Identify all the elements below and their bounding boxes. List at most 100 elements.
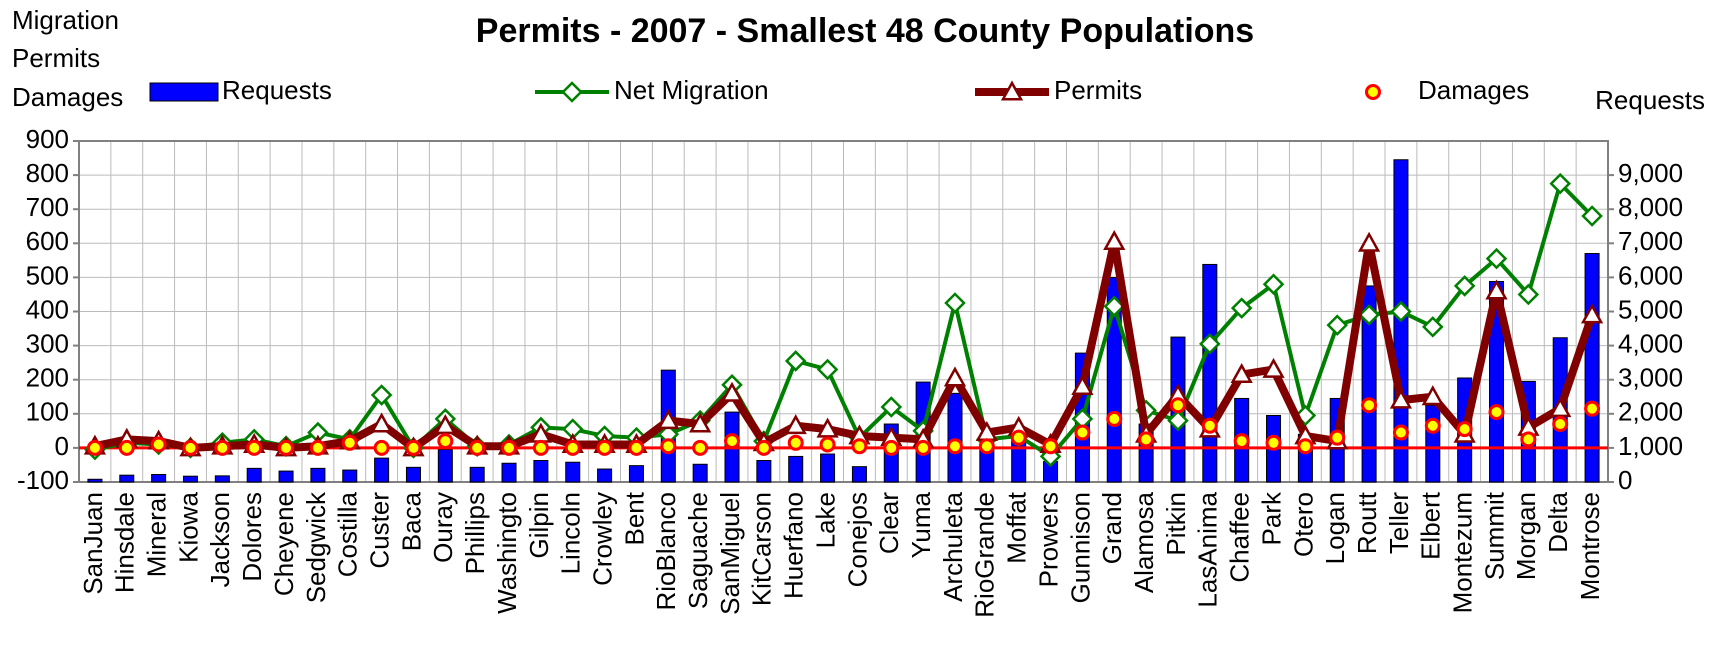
point [1042,438,1059,455]
bar [182,475,198,483]
bar [756,460,772,483]
bar [87,478,103,483]
legend-label: Requests [222,75,332,105]
bar [597,468,613,483]
marker [880,396,903,418]
bar [278,470,294,483]
y2-tick-label: 0 [1618,465,1632,495]
point [309,439,326,456]
chart-title: Permits - 2007 - Smallest 48 County Popu… [476,12,1254,50]
x-tick-label: Archuleta [938,491,968,601]
point [1584,400,1601,417]
y-tick-label: 400 [26,294,69,324]
x-tick-label: Bent [619,491,649,545]
marker [1103,295,1126,318]
marker [816,358,839,381]
marker [1517,283,1540,306]
bar [1361,285,1377,483]
point [437,433,454,450]
x-tick-label: Custer [364,492,394,569]
marker [1453,275,1476,297]
x-tick-label: Gunnison [1065,492,1095,603]
bar [119,474,135,483]
marker [1581,205,1603,227]
point [373,439,390,456]
x-tick-label: Cheyene [269,492,299,596]
x-tick-label: Phillips [460,492,490,574]
point [915,439,932,456]
y2-tick-label: 5,000 [1618,294,1683,324]
marker [1262,357,1285,378]
bar [469,466,485,483]
point [851,438,868,455]
x-tick-label: Dolores [237,492,267,582]
point [564,439,581,456]
y2-tick-label: 1,000 [1618,431,1683,461]
x-tick-label: Washingto [492,492,522,614]
x-tick-label: Teller [1384,492,1414,554]
x-tick-label: Crowley [587,492,617,586]
x-tick-label: Montezum [1448,492,1478,613]
point [1138,431,1155,448]
point [182,439,199,456]
point [214,439,231,456]
point [978,438,995,455]
point [1233,433,1250,450]
point [532,439,549,456]
y-axis-label: Migration [12,5,119,35]
marker [784,414,807,435]
x-tick-label: Otero [1288,492,1318,557]
y-tick-label: 200 [26,363,69,393]
legend-marker [1000,80,1024,101]
point [1265,434,1282,451]
point [787,434,804,451]
x-tick-label: Summit [1479,491,1509,580]
point [1488,404,1505,421]
x-tick-label: Pitkin [1161,492,1191,556]
y2-axis-label: Requests [1595,85,1705,115]
point [883,439,900,456]
x-tick-label: Park [1256,491,1286,545]
x-tick-label: Grand [1097,492,1127,564]
marker [1358,304,1380,326]
point [501,439,518,456]
legend-label: Permits [1054,75,1142,105]
y-tick-label: -100 [17,465,69,495]
y2-tick-label: 8,000 [1618,192,1683,222]
x-tick-label: Gilpin [524,492,554,558]
point [1361,397,1378,414]
point [278,439,295,456]
x-tick-label: Conejos [842,492,872,587]
x-tick-label: Sedgwick [301,491,331,603]
bar [788,455,804,483]
point [246,439,263,456]
marker [657,409,680,430]
y2-tick-label: 7,000 [1618,226,1683,256]
x-tick-label: Clear [874,492,904,554]
bar [533,460,549,483]
marker [1549,172,1571,195]
bar [246,467,262,483]
x-tick-label: Huerfano [779,492,809,599]
marker [720,381,744,402]
x-tick-label: RioBlanco [651,492,681,611]
x-tick-label: Saguache [683,492,713,609]
x-tick-label: Hinsdale [110,492,140,593]
x-tick-label: KitCarson [747,492,777,606]
bar [1425,404,1441,483]
x-tick-label: SanJuan [78,492,108,595]
marker [689,412,712,433]
bar [151,473,167,483]
bar [310,467,326,483]
bar [692,463,708,483]
y2-tick-label: 9,000 [1618,158,1683,188]
marker [816,417,839,438]
marker [370,384,393,406]
y-tick-label: 500 [26,260,69,290]
x-tick-label: Elbert [1416,491,1446,560]
bar [1106,276,1122,483]
y-tick-label: 700 [26,192,69,222]
bar [437,449,453,483]
point [1424,417,1441,434]
